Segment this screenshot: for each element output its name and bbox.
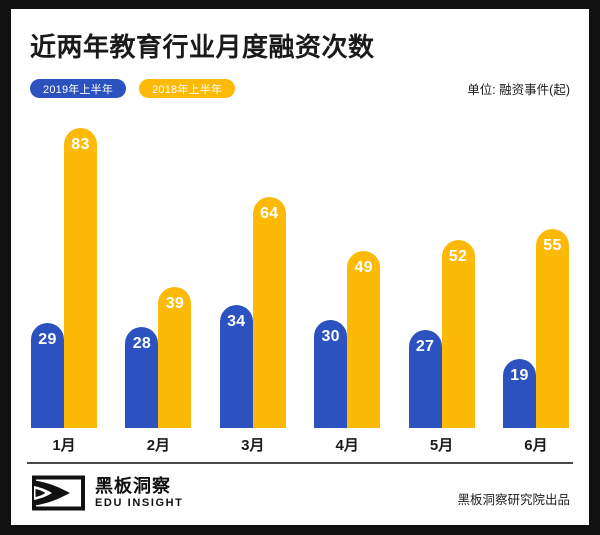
bar-value-label: 49 (354, 258, 373, 276)
chart-card: 近两年教育行业月度融资次数 2019年上半年 2018年上半年 单位: 融资事件(… (11, 9, 589, 525)
footer-credit: 黑板洞察研究院出品 (457, 493, 570, 507)
bar-group: 19 55 (502, 128, 569, 428)
bar-group: 30 49 (314, 128, 381, 428)
bar-value-label: 55 (543, 237, 562, 255)
bar-value-label: 28 (132, 334, 152, 352)
bar[interactable]: 29 (31, 323, 64, 428)
eye-mark-icon (32, 475, 85, 511)
bar-value-label: 27 (415, 338, 435, 356)
bar[interactable]: 55 (535, 229, 569, 428)
x-axis-label: 5月 (429, 437, 454, 454)
x-axis-labels: 1月 2月 3月 4月 5月 6月 (31, 434, 569, 455)
bar-group: 29 83 (31, 128, 97, 428)
bar[interactable]: 28 (125, 326, 159, 428)
x-axis-label: 2月 (146, 437, 171, 454)
x-axis-label: 1月 (52, 437, 76, 454)
brand-name-cn: 黑板洞察 (95, 476, 171, 497)
x-axis-label: 4月 (335, 437, 359, 454)
x-axis-label: 6月 (524, 437, 548, 454)
page-title: 近两年教育行业月度融资次数 (30, 32, 375, 62)
legend-item-2018H1[interactable]: 2018年上半年 (139, 79, 236, 98)
bar-group: 27 52 (408, 128, 475, 428)
bar[interactable]: 19 (502, 359, 536, 428)
bar-value-label: 83 (71, 136, 90, 153)
bar-groups: 29 83 28 39 34 64 30 49 27 52 19 55 (31, 128, 569, 428)
bar[interactable]: 27 (408, 330, 442, 428)
bar-value-label: 52 (448, 248, 468, 266)
bar-group: 28 39 (125, 128, 192, 428)
bar-value-label: 34 (227, 313, 246, 331)
bar[interactable]: 34 (219, 305, 253, 428)
chart-footer: 黑板洞察 EDU INSIGHT 黑板洞察研究院出品 (11, 467, 589, 525)
axis-divider (27, 462, 573, 464)
bar[interactable]: 64 (252, 196, 286, 428)
brand-name-en: EDU INSIGHT (95, 496, 184, 509)
chart-legend: 2019年上半年 2018年上半年 (30, 79, 236, 98)
unit-note: 单位: 融资事件(起) (467, 83, 570, 97)
bar-group: 34 64 (219, 128, 286, 428)
brand-text: 黑板洞察 EDU INSIGHT (95, 476, 184, 510)
x-axis-label: 3月 (241, 437, 265, 454)
x-axis: 1月 2月 3月 4月 5月 6月 (11, 428, 589, 464)
bar-value-label: 64 (260, 204, 279, 222)
legend-item-2019H1[interactable]: 2019年上半年 (30, 79, 127, 98)
bar-value-label: 39 (165, 295, 185, 313)
chart-plot-area: 29 83 28 39 34 64 30 49 27 52 19 55 (11, 114, 589, 428)
bar-value-label: 30 (321, 327, 340, 345)
bar[interactable]: 83 (64, 128, 97, 428)
bar-value-label: 29 (38, 331, 57, 349)
bar[interactable]: 30 (314, 319, 348, 428)
bar[interactable]: 52 (441, 240, 475, 428)
bar-value-label: 19 (510, 367, 529, 385)
bar[interactable]: 39 (158, 287, 192, 428)
bar[interactable]: 49 (347, 250, 381, 428)
chart-header: 近两年教育行业月度融资次数 2019年上半年 2018年上半年 单位: 融资事件(… (11, 9, 589, 114)
brand-lockup: 黑板洞察 EDU INSIGHT (30, 475, 184, 511)
